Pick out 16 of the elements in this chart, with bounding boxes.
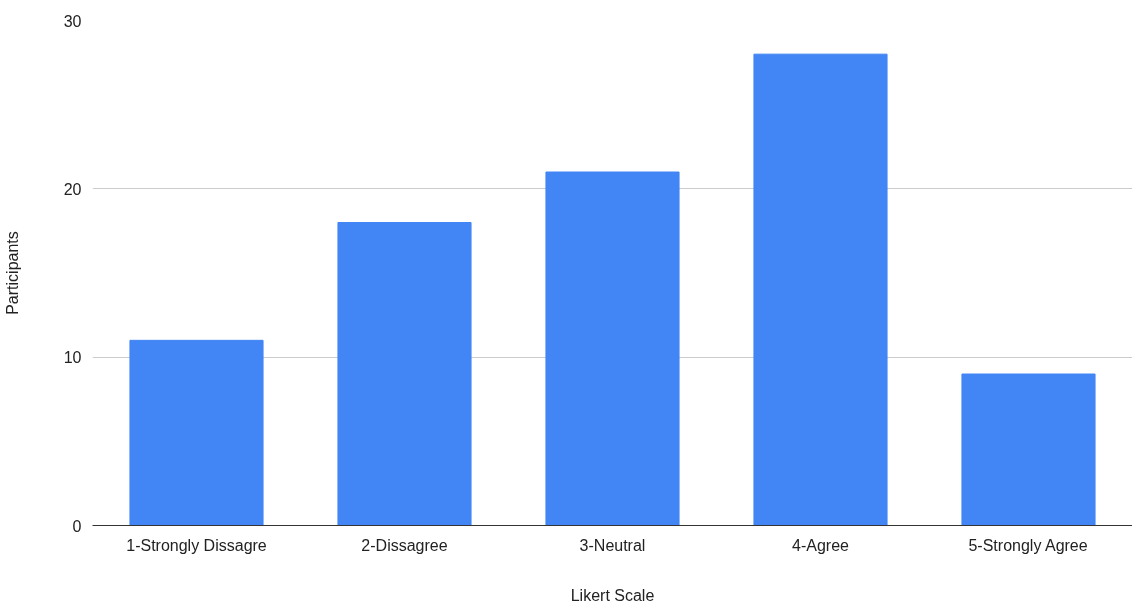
x-tick-label: 3-Neutral [579,536,646,554]
x-tick-label: 2-Dissagree [361,536,448,554]
bar [753,53,888,526]
x-tick-label: 5-Strongly Agree [968,536,1088,554]
bar [337,222,472,526]
bar [961,373,1096,526]
x-tick-label: 4-Agree [792,536,850,554]
y-tick-label: 10 [63,349,82,367]
y-tick-label: 20 [63,180,82,198]
x-tick-label: 1-Strongly Dissagre [126,536,267,554]
y-tick-label: 30 [63,12,82,30]
y-axis-title: Participants [3,231,21,315]
bar [545,171,680,526]
x-axis-title: Likert Scale [570,586,655,604]
bar [129,339,264,526]
y-tick-label: 0 [72,517,82,535]
